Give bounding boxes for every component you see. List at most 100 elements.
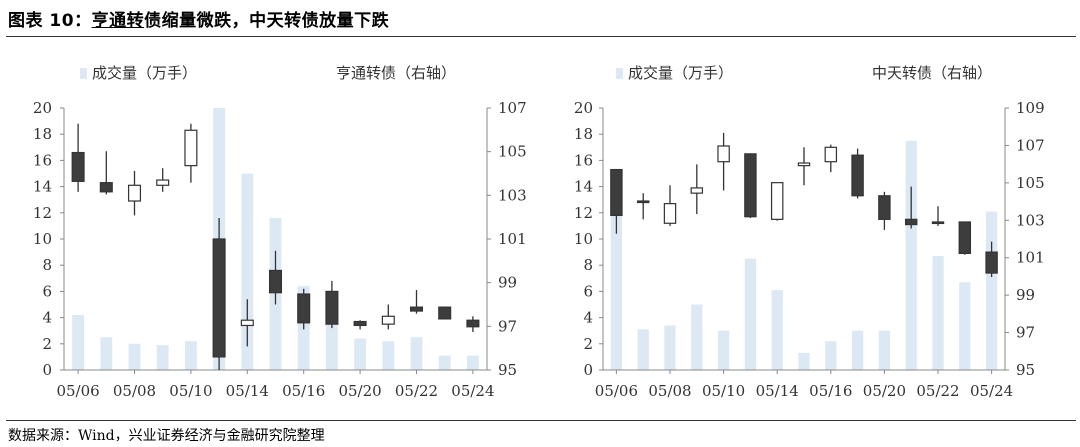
candle-up — [690, 187, 704, 194]
left-tick-label: 12 — [574, 204, 593, 222]
candle-down — [409, 306, 424, 312]
candle-up — [717, 145, 730, 163]
left-tick-label: 2 — [42, 335, 52, 353]
candle-up — [663, 203, 677, 224]
left-tick-label: 4 — [42, 309, 52, 327]
legend-volume-swatch — [616, 68, 623, 79]
x-tick-label: 05/10 — [169, 382, 212, 400]
candle-down — [99, 182, 113, 193]
volume-bar — [959, 282, 971, 370]
bottom-rule — [6, 420, 1076, 421]
x-tick-label: 05/16 — [282, 382, 325, 400]
candle-up — [184, 129, 198, 167]
left-tick-label: 14 — [33, 178, 52, 196]
right-tick-label: 107 — [1016, 136, 1045, 154]
left-tick-label: 2 — [583, 335, 593, 353]
volume-bar — [128, 343, 141, 370]
legend-price-label: 亨通转债（右轴） — [336, 64, 456, 82]
left-tick-label: 14 — [574, 178, 593, 196]
left-tick-label: 8 — [42, 256, 52, 274]
x-tick-label: 05/20 — [338, 382, 381, 400]
volume-bar — [637, 329, 649, 370]
candle-up — [156, 179, 170, 186]
candle-down — [438, 306, 452, 320]
volume-bar — [156, 345, 169, 370]
left-tick-label: 4 — [583, 309, 593, 327]
x-tick-label: 05/10 — [702, 382, 745, 400]
right-tick-label: 99 — [498, 274, 517, 292]
volume-bar — [184, 341, 197, 370]
left-tick-label: 18 — [574, 125, 593, 143]
volume-bar — [932, 256, 944, 370]
legend-volume-label: 成交量（万手） — [628, 64, 733, 82]
left-tick-label: 20 — [33, 99, 52, 117]
left-tick-label: 0 — [583, 361, 593, 379]
top-rule — [6, 36, 1076, 37]
chart-panel-2: 成交量（万手） 中天转债（右轴） 0 2 4 6 8 10 12 14 16 18 20 95 97 99 10… — [574, 64, 1045, 400]
x-tick-label: 05/08 — [648, 382, 691, 400]
title-prefix: 图表 10： — [8, 11, 92, 31]
left-tick-label: 6 — [42, 282, 52, 300]
candle-up — [240, 319, 254, 327]
candle-up — [824, 146, 838, 163]
volume-bar — [382, 341, 395, 370]
x-tick-label: 05/22 — [916, 382, 959, 400]
left-tick-label: 16 — [574, 151, 593, 169]
x-tick-label: 05/14 — [756, 382, 799, 400]
x-tick-label: 05/20 — [863, 382, 906, 400]
left-tick-label: 20 — [574, 99, 593, 117]
right-tick-label: 105 — [1016, 174, 1045, 192]
candle-down — [212, 238, 226, 358]
volume-bar — [878, 330, 891, 370]
candle-down — [71, 151, 85, 182]
right-tick-label: 101 — [1016, 249, 1045, 267]
title-rest: 债缩量微跌，中天转债放量下跌 — [144, 11, 390, 31]
volume-bar — [610, 199, 623, 370]
candle-down — [325, 290, 339, 325]
legend-volume-label: 成交量（万手） — [92, 64, 197, 82]
volume-bar — [100, 337, 113, 370]
left-tick-label: 12 — [33, 204, 52, 222]
volume-bar — [466, 355, 479, 370]
x-tick-label: 05/06 — [56, 382, 99, 400]
volume-bar — [72, 314, 85, 370]
right-tick-label: 109 — [1016, 99, 1045, 117]
right-tick-label: 95 — [498, 361, 517, 379]
x-tick-label: 05/16 — [809, 382, 852, 400]
volume-bar — [241, 173, 254, 370]
title-underlined: 亨通转 — [91, 11, 145, 31]
left-tick-label: 6 — [583, 282, 593, 300]
volume-bar — [985, 211, 998, 370]
volume-bar — [825, 341, 837, 370]
right-tick-label: 99 — [1016, 286, 1035, 304]
candle-down — [851, 154, 864, 197]
x-tick-label: 05/08 — [113, 382, 156, 400]
candle-down — [636, 200, 650, 204]
candle-up — [381, 315, 395, 325]
candle-down — [610, 168, 623, 217]
candle-down — [268, 269, 283, 294]
candle-down — [985, 251, 998, 274]
x-tick-label: 05/24 — [451, 382, 494, 400]
candle-down — [878, 195, 891, 220]
volume-bar — [438, 355, 451, 370]
figure-title: 图表 10：亨通转债缩量微跌，中天转债放量下跌 — [8, 6, 389, 31]
legend-price-label: 中天转债（右轴） — [872, 64, 992, 82]
candle-down — [958, 221, 972, 255]
volume-bar — [410, 337, 423, 370]
volume-bar — [905, 140, 917, 370]
candle-down — [744, 153, 757, 218]
left-tick-label: 18 — [33, 125, 52, 143]
volume-bar — [325, 309, 338, 370]
right-tick-label: 95 — [1016, 361, 1035, 379]
candle-down — [904, 218, 918, 226]
volume-bar — [691, 304, 703, 370]
x-tick-label: 05/06 — [595, 382, 638, 400]
right-tick-label: 107 — [498, 99, 527, 117]
candle-down — [931, 221, 945, 225]
left-tick-label: 8 — [583, 256, 593, 274]
volume-bar — [771, 290, 783, 370]
right-tick-label: 97 — [1016, 324, 1035, 342]
candle-up — [770, 182, 784, 220]
